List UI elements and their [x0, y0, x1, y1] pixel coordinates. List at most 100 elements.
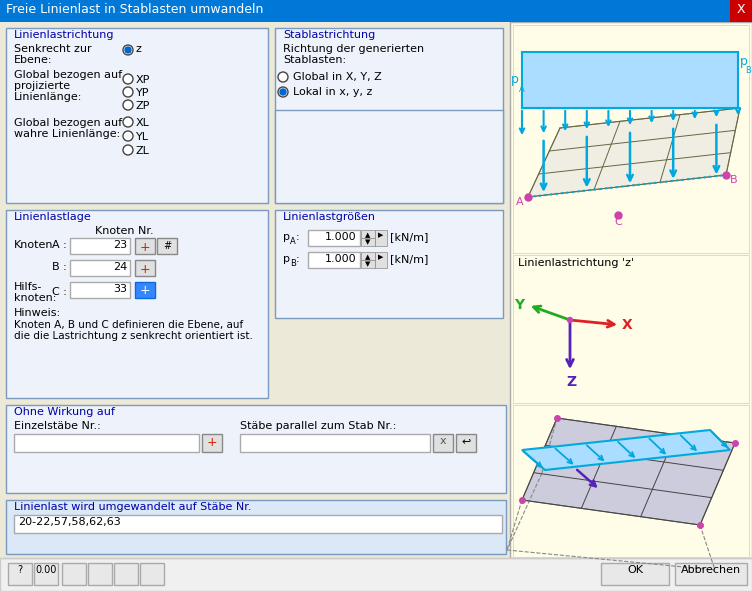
Text: Global bezogen auf: Global bezogen auf — [14, 70, 122, 80]
Text: B: B — [745, 66, 751, 75]
Text: Stablasten:: Stablasten: — [283, 55, 346, 65]
Text: ▶: ▶ — [378, 254, 384, 260]
Text: Linienlastlage: Linienlastlage — [14, 212, 92, 222]
Bar — [135, 238, 155, 254]
Text: +: + — [140, 241, 150, 254]
Bar — [62, 563, 86, 585]
Text: B: B — [290, 259, 296, 268]
Circle shape — [123, 74, 133, 84]
Text: C: C — [614, 217, 622, 227]
Text: die die Lastrichtung z senkrecht orientiert ist.: die die Lastrichtung z senkrecht orienti… — [14, 331, 253, 341]
Text: Freie Linienlast in Stablasten umwandeln: Freie Linienlast in Stablasten umwandeln — [6, 3, 263, 16]
Bar — [6, 28, 268, 203]
Bar — [375, 230, 387, 246]
Polygon shape — [528, 108, 740, 197]
Bar — [308, 252, 360, 268]
Text: knoten:: knoten: — [14, 293, 56, 303]
Text: 33: 33 — [113, 284, 127, 294]
Circle shape — [125, 47, 131, 53]
Text: :: : — [296, 254, 299, 264]
Bar — [70, 260, 130, 276]
Text: A: A — [519, 85, 525, 94]
Circle shape — [280, 89, 286, 95]
Text: ZP: ZP — [136, 101, 150, 111]
Text: X: X — [737, 3, 745, 16]
Text: XL: XL — [136, 118, 150, 128]
Text: YL: YL — [136, 132, 149, 142]
Text: 1.000: 1.000 — [324, 232, 356, 242]
Text: X: X — [622, 318, 632, 332]
Bar — [433, 434, 453, 452]
Text: Linienlastgrößen: Linienlastgrößen — [283, 212, 376, 222]
Bar — [361, 252, 375, 260]
Text: Z: Z — [566, 375, 576, 389]
Text: Senkrecht zur: Senkrecht zur — [14, 44, 92, 54]
Circle shape — [123, 45, 133, 55]
Bar — [14, 515, 502, 533]
Text: ▼: ▼ — [365, 261, 371, 267]
Bar — [730, 0, 752, 22]
Bar — [157, 238, 177, 254]
Bar — [114, 563, 138, 585]
Text: Y: Y — [514, 298, 524, 312]
Text: ?: ? — [17, 565, 23, 575]
Text: ZL: ZL — [136, 146, 150, 156]
Bar — [135, 282, 155, 298]
Bar — [513, 255, 749, 403]
Circle shape — [278, 87, 288, 97]
Text: B :: B : — [52, 262, 67, 272]
Circle shape — [123, 117, 133, 127]
Circle shape — [123, 131, 133, 141]
Text: Linienlänge:: Linienlänge: — [14, 92, 83, 102]
Text: Abbrechen: Abbrechen — [681, 565, 741, 575]
Text: ▲: ▲ — [365, 232, 371, 238]
Text: YP: YP — [136, 88, 150, 98]
Bar — [6, 210, 268, 398]
Bar — [6, 500, 506, 554]
Circle shape — [278, 72, 288, 82]
Text: Knoten Nr.: Knoten Nr. — [95, 226, 153, 236]
Text: wahre Linienlänge:: wahre Linienlänge: — [14, 129, 120, 139]
Text: Linienlastrichtung: Linienlastrichtung — [14, 30, 114, 40]
Bar — [361, 230, 375, 238]
Bar — [6, 405, 506, 493]
Text: p: p — [283, 254, 290, 264]
Bar — [70, 282, 130, 298]
Circle shape — [568, 317, 572, 323]
Circle shape — [123, 145, 133, 155]
Bar — [275, 210, 503, 318]
Text: A: A — [290, 237, 296, 246]
Text: 23: 23 — [113, 240, 127, 250]
Text: Global bezogen auf: Global bezogen auf — [14, 118, 122, 128]
Text: A :: A : — [52, 240, 67, 250]
Bar — [240, 434, 430, 452]
Text: ▲: ▲ — [365, 254, 371, 260]
Text: #: # — [163, 241, 171, 251]
Bar — [308, 230, 360, 246]
Bar — [0, 558, 752, 591]
Text: p: p — [283, 232, 290, 242]
Text: Einzelstäbe Nr.:: Einzelstäbe Nr.: — [14, 421, 101, 431]
Text: 1.000: 1.000 — [324, 254, 356, 264]
Bar — [8, 563, 32, 585]
Bar — [0, 0, 752, 22]
Bar — [375, 252, 387, 268]
Text: Ebene:: Ebene: — [14, 55, 53, 65]
Text: Lokal in x, y, z: Lokal in x, y, z — [293, 87, 372, 97]
Text: Ohne Wirkung auf: Ohne Wirkung auf — [14, 407, 115, 417]
Text: +: + — [207, 436, 217, 449]
Bar — [513, 405, 749, 557]
Text: Global in X, Y, Z: Global in X, Y, Z — [293, 72, 382, 82]
Text: 24: 24 — [113, 262, 127, 272]
Text: Linienlast wird umgewandelt auf Stäbe Nr.: Linienlast wird umgewandelt auf Stäbe Nr… — [14, 502, 251, 512]
Text: 20-22,57,58,62,63: 20-22,57,58,62,63 — [18, 517, 121, 527]
Text: Richtung der generierten: Richtung der generierten — [283, 44, 424, 54]
Bar — [510, 22, 752, 558]
Text: z: z — [136, 44, 142, 54]
Bar — [361, 238, 375, 246]
Bar — [14, 434, 199, 452]
Bar — [70, 238, 130, 254]
Text: Hilfs-: Hilfs- — [14, 282, 42, 292]
Text: Knoten: Knoten — [14, 240, 53, 250]
Bar — [675, 563, 747, 585]
